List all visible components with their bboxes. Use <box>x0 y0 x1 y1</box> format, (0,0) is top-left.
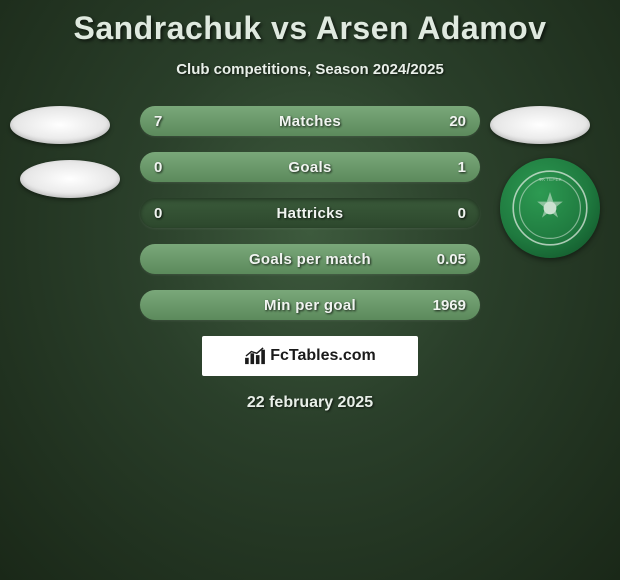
stat-label: Hattricks <box>140 198 480 228</box>
date-label: 22 february 2025 <box>0 394 620 412</box>
stats-area: ФК ТЕРЕК 720Matches 01Goals 00Hattricks 0.0… <box>0 106 620 320</box>
player-left-badge-2 <box>20 160 120 198</box>
stat-row: 720Matches <box>140 106 480 136</box>
stat-row: 00Hattricks <box>140 198 480 228</box>
player-left-badge-1 <box>10 106 110 144</box>
stat-label: Goals per match <box>140 244 480 274</box>
fctables-label: FcTables.com <box>270 347 376 365</box>
svg-text:ФК ТЕРЕК: ФК ТЕРЕК <box>538 177 561 183</box>
stat-row: 0.05Goals per match <box>140 244 480 274</box>
player-right-badge-1 <box>490 106 590 144</box>
club-badge-terek: ФК ТЕРЕК <box>500 158 600 258</box>
stat-label: Min per goal <box>140 290 480 320</box>
stat-row: 01Goals <box>140 152 480 182</box>
club-crest-icon: ФК ТЕРЕК <box>510 168 590 248</box>
bar-chart-icon <box>244 347 266 365</box>
stat-label: Matches <box>140 106 480 136</box>
page-title: Sandrachuk vs Arsen Adamov <box>0 0 620 47</box>
subtitle: Club competitions, Season 2024/2025 <box>0 61 620 78</box>
stat-label: Goals <box>140 152 480 182</box>
fctables-watermark: FcTables.com <box>202 336 418 376</box>
stat-row: 1969Min per goal <box>140 290 480 320</box>
